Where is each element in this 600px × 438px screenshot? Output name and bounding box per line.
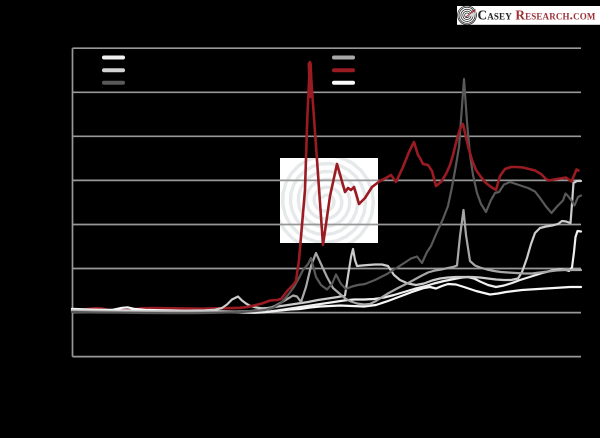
svg-text:Casey Research.com: Casey Research.com: [478, 7, 596, 22]
